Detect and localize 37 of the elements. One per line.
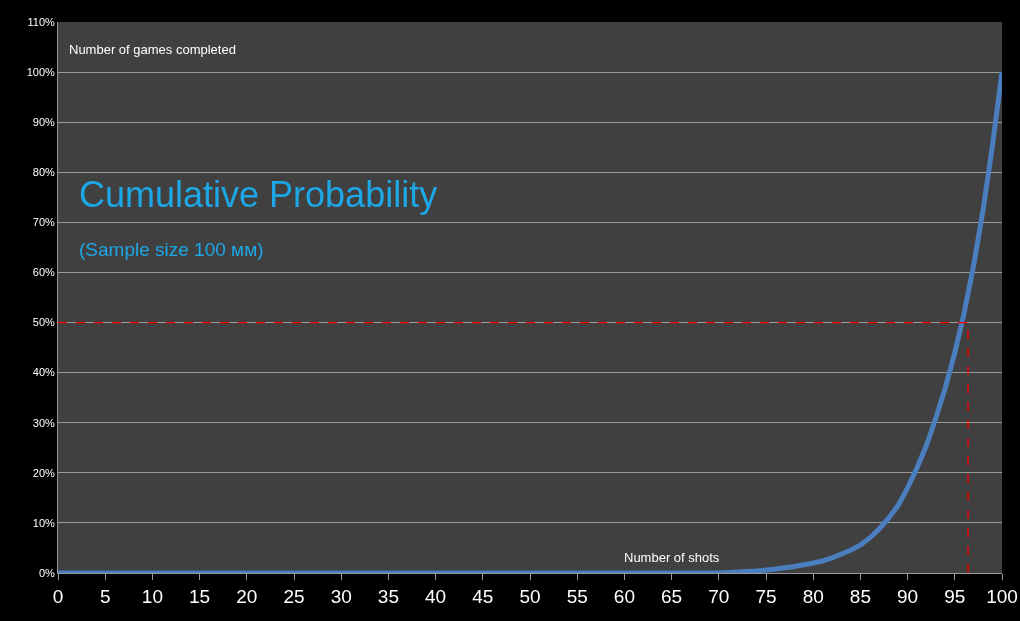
y-tick-label: 70% — [32, 216, 55, 229]
y-tick-label: 30% — [32, 416, 55, 429]
x-tick-label: 80 — [802, 585, 824, 607]
y-tick-label: 80% — [32, 166, 55, 179]
x-tick-label: 100 — [986, 585, 1018, 607]
y-tick-label: 0% — [38, 566, 56, 579]
x-tick-label: 35 — [377, 585, 399, 607]
x-tick-label: 90 — [897, 585, 919, 607]
y-tick-label: 50% — [32, 316, 55, 329]
x-tick-label: 5 — [99, 585, 111, 607]
y-tick-label: 100% — [26, 65, 56, 78]
x-tick-label: 65 — [661, 585, 683, 607]
text: Cumulative Probability — [79, 174, 438, 215]
x-tick-label: 25 — [283, 585, 305, 607]
x-tick-label: 30 — [330, 585, 352, 607]
x-tick-label: 15 — [189, 585, 211, 607]
x-tick-label: 0 — [52, 585, 64, 607]
x-axis-title: Number of shots — [624, 550, 720, 565]
text: (Sample size 100 мм) — [79, 239, 264, 260]
x-tick-label: 55 — [566, 585, 588, 607]
y-tick-label: 90% — [32, 116, 55, 129]
y-axis-title: Number of games completed — [69, 42, 236, 57]
y-tick-label: 10% — [32, 516, 55, 529]
x-tick-label: 75 — [755, 585, 777, 607]
x-tick-label: 10 — [141, 585, 163, 607]
x-tick-label: 45 — [472, 585, 494, 607]
x-tick-label: 95 — [944, 585, 966, 607]
y-tick-label: 20% — [32, 466, 55, 479]
x-tick-label: 60 — [613, 585, 635, 607]
x-tick-label: 40 — [425, 585, 447, 607]
x-tick-label: 70 — [708, 585, 730, 607]
x-tick-label: 85 — [849, 585, 871, 607]
y-tick-label: 60% — [32, 266, 55, 279]
x-tick-label: 20 — [236, 585, 258, 607]
x-tick-label: 50 — [519, 585, 541, 607]
y-tick-label: 40% — [32, 366, 55, 379]
y-tick-label: 110% — [27, 15, 56, 28]
